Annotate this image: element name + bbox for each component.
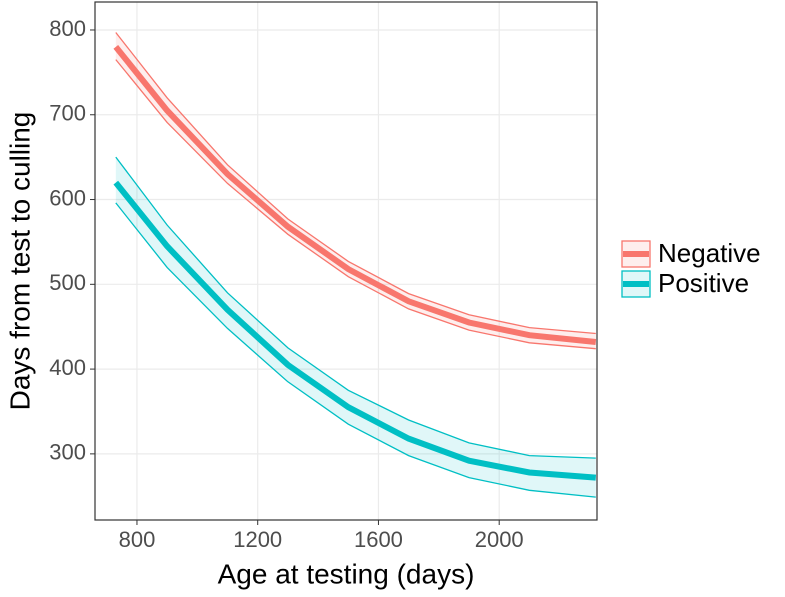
y-tick-label: 300: [49, 440, 86, 465]
x-tick-label: 1200: [233, 527, 282, 552]
band-lower: [115, 59, 596, 350]
legend-label: Negative: [658, 238, 761, 268]
band-fill: [115, 157, 596, 498]
legend-label: Positive: [658, 268, 749, 298]
band-upper: [115, 32, 596, 335]
plot-border: [94, 1, 598, 521]
y-tick-label: 400: [49, 355, 86, 380]
y-tick-label: 800: [49, 16, 86, 41]
band-lower: [115, 202, 596, 498]
x-tick-label: 1600: [354, 527, 403, 552]
y-axis-title: Days from test to culling: [4, 112, 35, 411]
x-tick-label: 2000: [475, 527, 524, 552]
y-tick-label: 700: [49, 101, 86, 126]
x-axis-title: Age at testing (days): [218, 558, 475, 589]
series-line: [113, 45, 597, 345]
series-line: [113, 180, 597, 481]
x-tick-label: 800: [119, 527, 156, 552]
y-tick-label: 500: [49, 270, 86, 295]
band-upper: [115, 156, 596, 459]
y-tick-label: 600: [49, 185, 86, 210]
